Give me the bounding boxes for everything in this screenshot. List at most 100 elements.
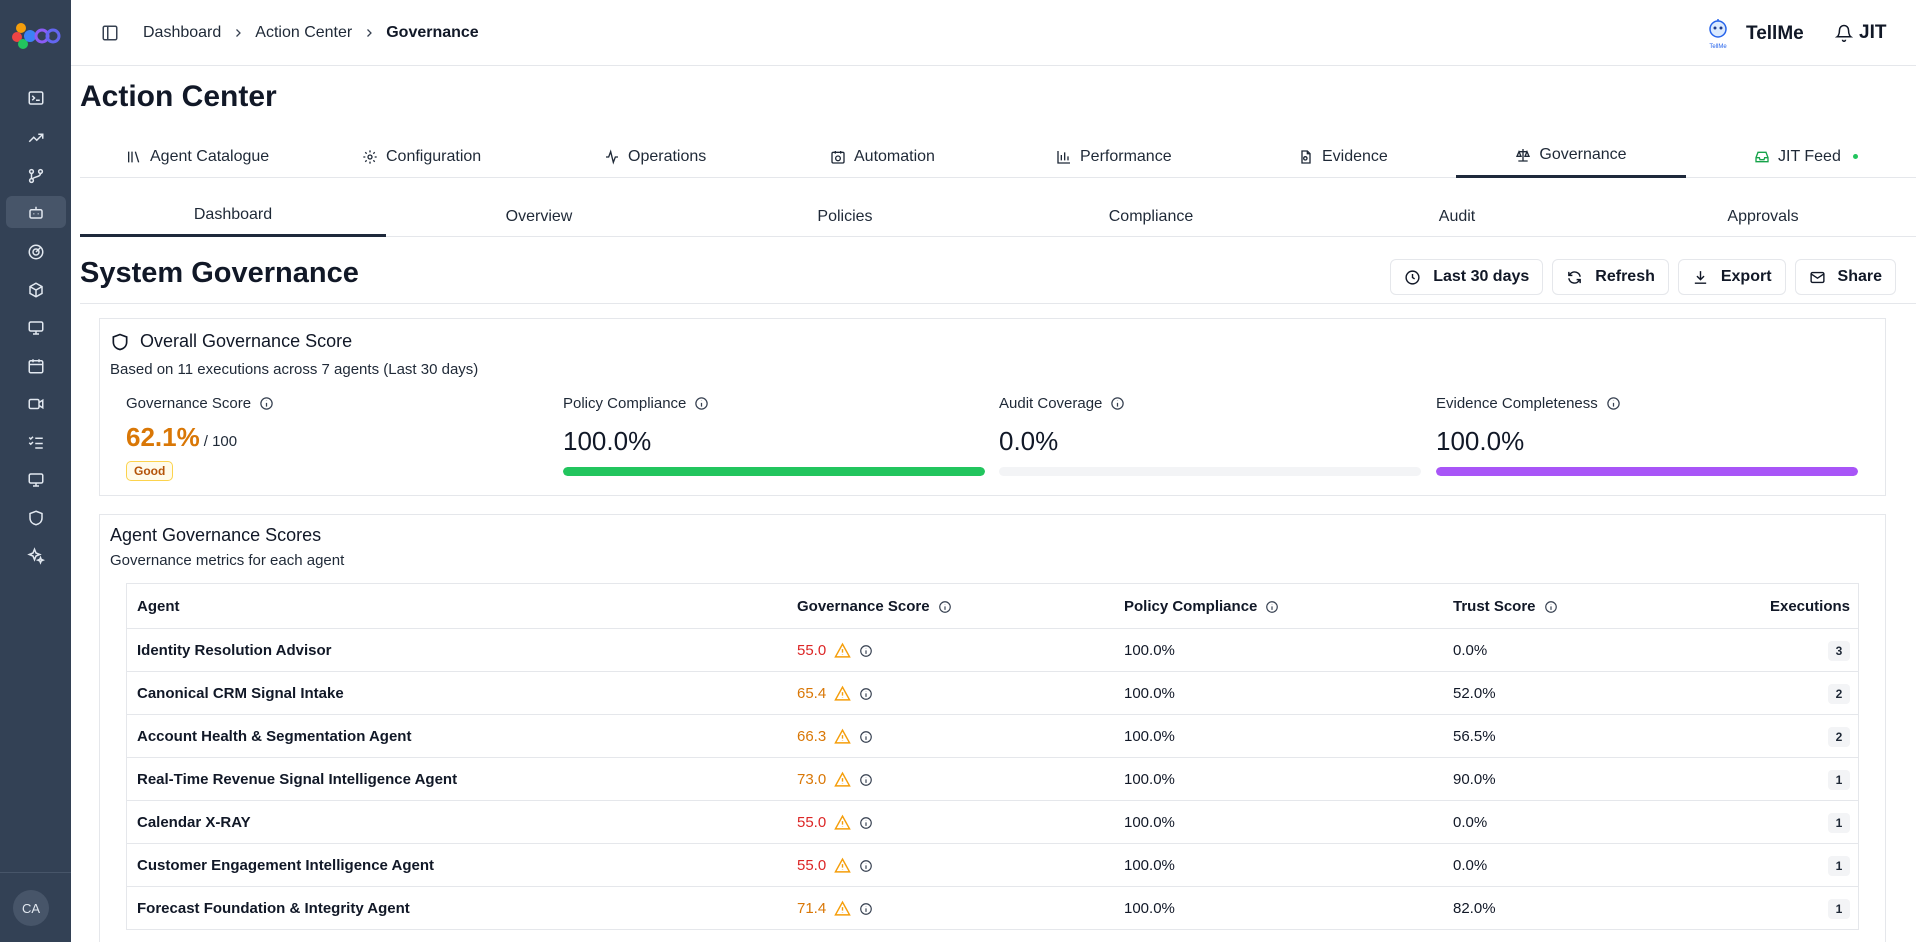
agent-scores-card: Agent Governance Scores Governance metri… [99, 514, 1886, 942]
tab-evidence[interactable]: Evidence [1298, 135, 1388, 178]
info-icon[interactable] [859, 687, 873, 701]
table-row[interactable]: Account Health & Segmentation Agent 66.3… [127, 715, 1858, 758]
library-icon [126, 149, 142, 165]
subtab-audit[interactable]: Audit [1438, 207, 1476, 225]
status-badge: Good [126, 461, 174, 481]
metric-label: Audit Coverage [999, 395, 1103, 412]
sidebar-item-workflows[interactable] [6, 160, 66, 192]
info-icon[interactable] [859, 859, 873, 873]
executions-cell: 2 [1828, 715, 1850, 758]
sidebar-item-screens[interactable] [6, 464, 66, 496]
column-header-governance[interactable]: Governance Score [797, 584, 952, 629]
sidebar-item-packages[interactable] [6, 274, 66, 306]
column-header-policy[interactable]: Policy Compliance [1124, 584, 1279, 629]
tab-jit-feed[interactable]: JIT Feed [1754, 135, 1858, 178]
policy-compliance-cell: 100.0% [1124, 887, 1175, 930]
sidebar-item-trends[interactable] [6, 122, 66, 154]
info-icon[interactable] [1110, 396, 1125, 411]
metric-audit-coverage: Audit Coverage 0.0% [999, 395, 1421, 476]
table-row[interactable]: Calendar X-RAY 55.0 100.0% 0.0% 1 [127, 801, 1858, 844]
info-icon[interactable] [859, 773, 873, 787]
subtab-approvals[interactable]: Approvals [1727, 207, 1799, 225]
agent-name: Forecast Foundation & Integrity Agent [137, 887, 410, 930]
tellme-button[interactable]: TellMe TellMe [1704, 18, 1804, 50]
subtab-compliance[interactable]: Compliance [1108, 207, 1194, 225]
progress-fill [563, 467, 985, 476]
sidebar-item-insights[interactable] [6, 540, 66, 572]
tab-automation[interactable]: Automation [830, 135, 935, 178]
policy-compliance-cell: 100.0% [1124, 801, 1175, 844]
metric-label: Governance Score [126, 395, 252, 412]
sidebar-item-tasks[interactable] [6, 426, 66, 458]
tellme-label: TellMe [1746, 23, 1804, 44]
sidebar-item-monitoring[interactable] [6, 236, 66, 268]
progress-bar [563, 467, 985, 476]
column-header-executions[interactable]: Executions [1770, 584, 1850, 629]
sidebar-item-calendar[interactable] [6, 350, 66, 382]
info-icon[interactable] [859, 902, 873, 916]
info-icon[interactable] [859, 816, 873, 830]
toolbar: Last 30 days Refresh Export Share [1390, 259, 1896, 295]
avatar[interactable]: CA [13, 890, 49, 926]
table-row[interactable]: Canonical CRM Signal Intake 65.4 100.0% … [127, 672, 1858, 715]
card-subtitle: Governance metrics for each agent [110, 552, 345, 569]
metric-evidence-completeness: Evidence Completeness 100.0% [1436, 395, 1858, 476]
metric-governance-score: Governance Score 62.1%/ 100 Good [126, 395, 548, 481]
progress-fill [1436, 467, 1858, 476]
executions-badge: 1 [1828, 812, 1850, 833]
tab-governance[interactable]: Governance [1456, 135, 1686, 178]
info-icon[interactable] [859, 730, 873, 744]
tab-agent-catalogue[interactable]: Agent Catalogue [126, 135, 269, 178]
info-icon[interactable] [859, 644, 873, 658]
tab-label: Performance [1080, 147, 1172, 165]
table-row[interactable]: Customer Engagement Intelligence Agent 5… [127, 844, 1858, 887]
tab-operations[interactable]: Operations [604, 135, 706, 178]
sidebar-item-video[interactable] [6, 388, 66, 420]
share-button[interactable]: Share [1794, 259, 1896, 295]
table-row[interactable]: Identity Resolution Advisor 55.0 100.0% … [127, 629, 1858, 672]
tab-label: Evidence [1322, 147, 1388, 165]
warning-icon [834, 771, 851, 788]
executions-badge: 2 [1828, 683, 1850, 704]
info-icon[interactable] [259, 396, 274, 411]
warning-icon [834, 857, 851, 874]
sidebar-item-security[interactable] [6, 502, 66, 534]
column-header-trust[interactable]: Trust Score [1453, 584, 1558, 629]
info-icon[interactable] [938, 600, 952, 614]
table-row[interactable]: Real-Time Revenue Signal Intelligence Ag… [127, 758, 1858, 801]
warning-icon [834, 685, 851, 702]
refresh-button[interactable]: Refresh [1552, 259, 1669, 295]
subtab-policies[interactable]: Policies [817, 207, 873, 225]
info-icon[interactable] [694, 396, 709, 411]
table-row[interactable]: Forecast Foundation & Integrity Agent 71… [127, 887, 1858, 930]
trust-score-cell: 90.0% [1453, 758, 1496, 801]
sidebar-item-display[interactable] [6, 312, 66, 344]
jit-label: JIT [1859, 22, 1887, 43]
sidebar-toggle-icon[interactable] [101, 24, 119, 42]
metric-value: 100.0% [1436, 426, 1525, 456]
info-icon[interactable] [1544, 600, 1558, 614]
subtab-overview[interactable]: Overview [505, 207, 573, 225]
policy-compliance-text: 100.0% [1124, 728, 1175, 745]
warning-icon [834, 728, 851, 745]
governance-score-cell: 66.3 [797, 715, 873, 758]
column-header-agent[interactable]: Agent [137, 584, 180, 629]
policy-compliance-cell: 100.0% [1124, 844, 1175, 887]
export-button[interactable]: Export [1677, 259, 1786, 295]
jit-notifications-button[interactable]: JIT [1835, 22, 1886, 44]
sidebar-item-agents[interactable] [6, 196, 66, 228]
breadcrumb-action-center[interactable]: Action Center [255, 24, 353, 41]
tab-performance[interactable]: Performance [1056, 135, 1172, 178]
tab-configuration[interactable]: Configuration [362, 135, 481, 178]
date-range-button[interactable]: Last 30 days [1390, 259, 1544, 295]
sidebar-item-terminal[interactable] [6, 82, 66, 114]
breadcrumb-dashboard[interactable]: Dashboard [143, 24, 222, 41]
terminal-icon [27, 89, 45, 107]
sparkles-icon [27, 547, 45, 565]
metric-policy-compliance: Policy Compliance 100.0% [563, 395, 985, 476]
app-logo[interactable] [11, 18, 61, 52]
main-tabs: Agent Catalogue Configuration Operations… [80, 135, 1916, 178]
subtab-dashboard[interactable]: Dashboard [80, 196, 386, 237]
info-icon[interactable] [1265, 600, 1279, 614]
info-icon[interactable] [1606, 396, 1621, 411]
